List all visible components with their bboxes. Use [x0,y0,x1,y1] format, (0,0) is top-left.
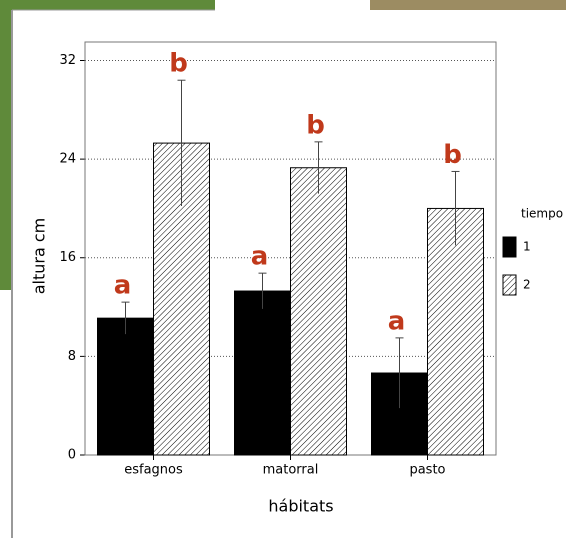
y-tick-label: 16 [59,250,76,265]
x-tick-label: esfagnos [124,463,183,478]
bar [97,317,154,456]
legend-swatch [502,274,517,296]
significance-letter: a [114,271,132,301]
legend-title: tiempo [521,207,563,221]
y-tick-label: 0 [68,448,76,463]
bar [234,290,291,456]
bar [427,207,484,456]
y-axis-label: altura cm [30,218,49,295]
significance-letter: b [306,110,325,140]
legend-label: 1 [523,240,531,254]
legend-label: 2 [523,278,531,292]
x-tick-label: matorral [263,463,319,478]
bar [290,167,347,456]
significance-letter: a [388,306,406,336]
significance-letter: b [443,140,462,170]
significance-letter: a [251,242,269,272]
x-tick-label: pasto [409,463,445,478]
legend-swatch [502,236,517,258]
y-tick-label: 24 [59,152,76,167]
y-tick-label: 8 [68,349,76,364]
y-tick-label: 32 [59,53,76,68]
x-axis-label: hábitats [268,497,333,516]
significance-letter: b [169,49,188,79]
background-photo [370,0,566,10]
